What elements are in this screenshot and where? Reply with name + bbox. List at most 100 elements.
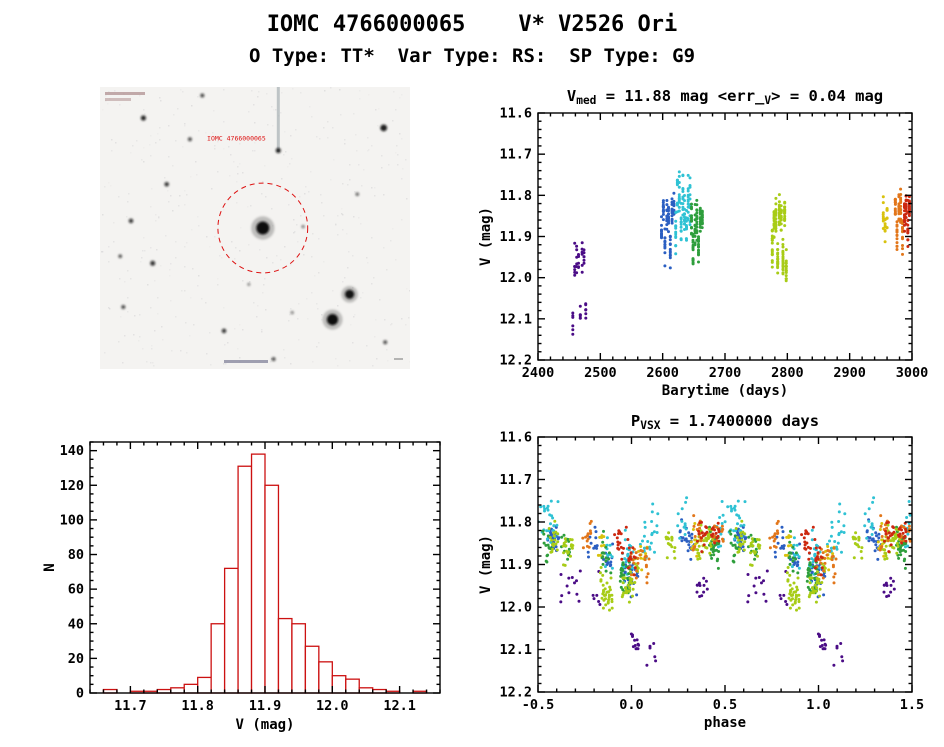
histogram-bar [237,465,253,694]
svg-text:2500: 2500 [584,365,617,381]
svg-text:2900: 2900 [833,365,866,381]
histogram-bar [345,678,360,694]
histogram-bars [102,453,428,694]
svg-text:0.0: 0.0 [619,697,643,713]
star [290,311,294,315]
magnitude-histogram: 11.7 11.8 11.9 12.0 12.1 0 20 40 60 80 100 120 140 V … [42,441,441,733]
svg-text:100: 100 [60,512,84,528]
histogram-bar [170,687,185,694]
svg-text:40: 40 [68,616,84,632]
star [380,124,388,132]
star-halo [251,216,275,240]
lightcurve-title: Vmed = 11.88 mag <err_V> = 0.04 mag [567,87,883,107]
svg-text:11.8: 11.8 [499,515,532,531]
lightcurve-tick-labels: 2400 2500 2600 2700 2800 2900 3000 11.6 11.7 11.8… [499,106,928,382]
svg-text:11.9: 11.9 [499,229,532,245]
lightcurve-data-points [571,170,911,336]
histogram-tick-labels: 11.7 11.8 11.9 12.0 12.1 0 20 40 60 80 100 120 140 [60,443,416,714]
histogram-bar [250,453,266,694]
page-subtitle: O Type: TT* Var Type: RS: SP Type: G9 [248,45,696,67]
svg-text:12.2: 12.2 [499,353,532,369]
svg-text:12.0: 12.0 [499,600,532,616]
star-field [118,93,388,362]
svg-text:1.0: 1.0 [806,697,830,713]
svg-text:11.7: 11.7 [499,147,532,163]
star [121,305,126,309]
star-halo [341,286,358,303]
star [247,282,251,286]
histogram-bar [291,623,307,694]
histogram-bar [223,567,239,694]
histogram-bar [318,661,333,694]
phase-tick-labels: -0.5 0.0 0.5 1.0 1.5 11.6 11.7 11.8 11.9 12.0 12.1… [499,430,924,714]
histogram-bar [264,484,280,694]
star [271,357,276,362]
plate-annotation-mark [105,98,131,101]
svg-text:12.0: 12.0 [499,270,532,286]
svg-text:11.9: 11.9 [499,557,532,573]
histogram-xlabel: V (mag) [235,717,294,733]
histogram-bar [277,617,293,694]
svg-text:12.0: 12.0 [316,698,349,714]
svg-text:3000: 3000 [896,365,929,381]
phase-ylabel: V (mag) [478,535,494,594]
star [164,182,169,187]
phase-xlabel: phase [704,715,746,731]
svg-text:80: 80 [68,547,84,563]
svg-text:60: 60 [68,582,84,598]
plate-streak [276,87,280,152]
plate-annotation-mark [105,92,145,95]
star [383,340,388,345]
star [150,260,156,266]
phase-axes [537,436,913,693]
svg-text:11.6: 11.6 [499,106,532,122]
histogram-axes [89,441,441,694]
svg-text:11.6: 11.6 [499,430,532,446]
finder-source-label: IOMC 4766000065 [207,135,266,143]
star [140,115,146,121]
svg-text:11.9: 11.9 [249,698,282,714]
star [221,328,227,334]
lightcurve-ylabel: V (mag) [478,207,494,266]
svg-text:12.1: 12.1 [499,311,532,327]
plate-annotation-mark [224,360,268,363]
page-title: IOMC 4766000065 V* V2526 Ori [266,12,678,37]
star [275,147,281,154]
svg-text:0.5: 0.5 [713,697,737,713]
plate-annotation-mark [394,358,403,360]
histogram-bar [358,687,374,694]
star [301,225,305,229]
histogram-bar [331,675,347,694]
svg-text:11.8: 11.8 [499,188,532,204]
histogram-bar [183,683,199,694]
svg-text:2800: 2800 [771,365,804,381]
svg-text:2700: 2700 [709,365,742,381]
phase-title: PVSX = 1.7400000 days [631,412,819,432]
svg-text:1.5: 1.5 [900,697,924,713]
lightcurve-xlabel: Barytime (days) [662,383,788,399]
svg-text:120: 120 [60,478,84,494]
svg-text:-0.5: -0.5 [522,697,555,713]
phase-data-points [538,496,912,667]
svg-text:140: 140 [60,443,84,459]
svg-text:0: 0 [76,686,84,702]
svg-text:12.1: 12.1 [383,698,416,714]
star [187,137,192,142]
svg-text:12.1: 12.1 [499,642,532,658]
lightcurve-axes [537,112,913,361]
svg-text:11.7: 11.7 [499,472,532,488]
finder-chart-image: IOMC 4766000065 [100,87,410,369]
histogram-ylabel: N [42,563,58,571]
svg-text:12.2: 12.2 [499,685,532,701]
histogram-bar [210,623,226,694]
star [118,254,122,258]
phase-folded-plot: -0.5 0.0 0.5 1.0 1.5 11.6 11.7 11.8 11.9 12.0 12.1… [478,412,924,731]
svg-text:11.8: 11.8 [181,698,214,714]
lightcurve-plot: 2400 2500 2600 2700 2800 2900 3000 11.6 11.7 11.8… [478,87,928,399]
svg-text:20: 20 [68,651,84,667]
star [200,93,205,98]
svg-text:2400: 2400 [522,365,555,381]
star [355,192,360,196]
histogram-bar [197,676,212,694]
